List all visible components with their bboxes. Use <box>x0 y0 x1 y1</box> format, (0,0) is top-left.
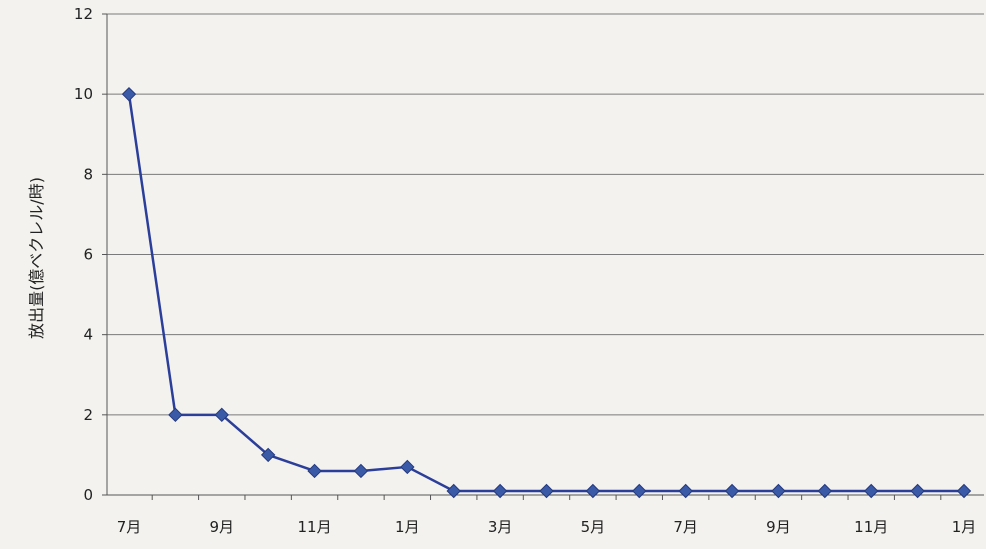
data-point <box>539 483 554 499</box>
x-tick-label: 11月 <box>854 518 888 536</box>
x-tick-label: 7月 <box>117 518 142 536</box>
data-point <box>864 483 879 499</box>
x-tick-labels: 7月 9月 11月 1月 3月 5月 7月 9月 11月 1月 <box>117 518 977 536</box>
data-point <box>817 483 833 499</box>
series-line <box>127 93 964 493</box>
data-point <box>771 483 786 499</box>
data-point <box>724 483 740 499</box>
y-tick-label: 0 <box>83 486 93 504</box>
data-point <box>353 463 369 479</box>
x-tick-label: 3月 <box>488 518 513 536</box>
y-axis-label: 放出量(億ベクレル/時) <box>27 177 46 339</box>
y-tick-label: 4 <box>83 326 93 344</box>
data-point <box>492 483 508 499</box>
x-tick-label: 1月 <box>952 518 977 536</box>
x-tick-label: 9月 <box>210 518 235 536</box>
y-tick-label: 6 <box>83 246 93 264</box>
data-point <box>956 483 972 499</box>
y-tick-label: 12 <box>74 5 93 23</box>
x-tick-label: 1月 <box>395 518 420 536</box>
data-point <box>585 483 601 499</box>
x-tick-label: 9月 <box>766 518 791 536</box>
data-point <box>632 483 647 499</box>
x-tick-label: 5月 <box>581 518 606 536</box>
data-point <box>678 483 693 499</box>
data-point <box>121 86 137 102</box>
x-tick-label: 7月 <box>673 518 698 536</box>
x-tick-label: 11月 <box>298 518 332 536</box>
y-tick-label: 2 <box>83 406 93 424</box>
series <box>121 86 972 499</box>
data-point <box>168 407 183 423</box>
data-point <box>446 483 461 499</box>
data-point <box>400 459 415 475</box>
y-tick-label: 10 <box>74 85 93 103</box>
data-point <box>910 483 925 499</box>
data-point <box>307 463 322 479</box>
data-point <box>260 447 276 463</box>
y-tick-label: 8 <box>83 165 93 183</box>
y-tick-labels: 0 2 4 6 8 10 12 <box>74 5 93 504</box>
data-point <box>214 407 229 423</box>
grid-lines <box>107 13 984 416</box>
